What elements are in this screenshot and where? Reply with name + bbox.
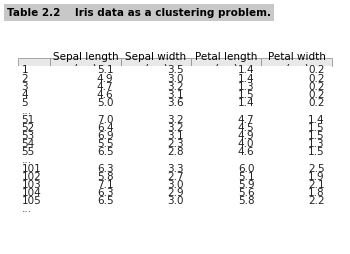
Text: Table 2.2    Iris data as a clustering problem.: Table 2.2 Iris data as a clustering prob… bbox=[7, 8, 271, 18]
